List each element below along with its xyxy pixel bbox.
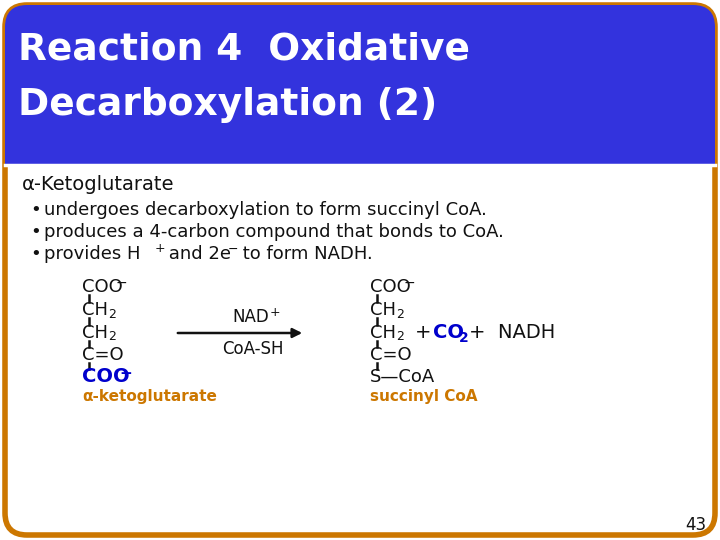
Text: S—CoA: S—CoA [370,368,436,386]
Text: CH: CH [370,324,396,342]
Text: •: • [30,245,41,263]
Text: −: − [228,242,238,255]
Text: 2: 2 [108,330,116,343]
Text: Decarboxylation (2): Decarboxylation (2) [18,87,437,123]
Text: 2: 2 [396,307,404,321]
Text: provides H: provides H [44,245,140,263]
Text: C=O: C=O [370,346,412,364]
Text: +: + [415,323,431,342]
Text: 2: 2 [108,307,116,321]
Text: NAD: NAD [232,308,269,326]
Text: −: − [116,276,127,290]
Text: −: − [119,366,132,381]
Text: α-ketoglutarate: α-ketoglutarate [82,389,217,404]
Text: COO: COO [82,278,122,296]
Text: COO: COO [370,278,410,296]
Text: CH: CH [370,301,396,319]
Text: Reaction 4  Oxidative: Reaction 4 Oxidative [18,32,470,68]
Text: •: • [30,201,41,219]
Text: C=O: C=O [82,346,124,364]
Text: and 2e: and 2e [163,245,231,263]
Text: 2: 2 [396,330,404,343]
Text: succinyl CoA: succinyl CoA [370,389,477,404]
Text: CH: CH [82,301,108,319]
Text: 43: 43 [685,516,706,534]
Text: +  NADH: + NADH [469,323,555,342]
Text: COO: COO [82,368,130,387]
Bar [5,140,715,165]
Text: +: + [270,306,281,319]
Text: to form NADH.: to form NADH. [237,245,373,263]
FancyBboxPatch shape [5,5,715,535]
Text: undergoes decarboxylation to form succinyl CoA.: undergoes decarboxylation to form succin… [44,201,487,219]
FancyBboxPatch shape [5,5,715,165]
Text: •: • [30,223,41,241]
Text: 2: 2 [459,331,469,345]
Text: CoA-SH: CoA-SH [222,340,284,358]
Text: −: − [404,276,415,290]
Text: CH: CH [82,324,108,342]
Text: produces a 4-carbon compound that bonds to CoA.: produces a 4-carbon compound that bonds … [44,223,504,241]
Text: α-Ketoglutarate: α-Ketoglutarate [22,176,174,194]
Text: CO: CO [433,323,464,342]
Text: +: + [155,242,166,255]
